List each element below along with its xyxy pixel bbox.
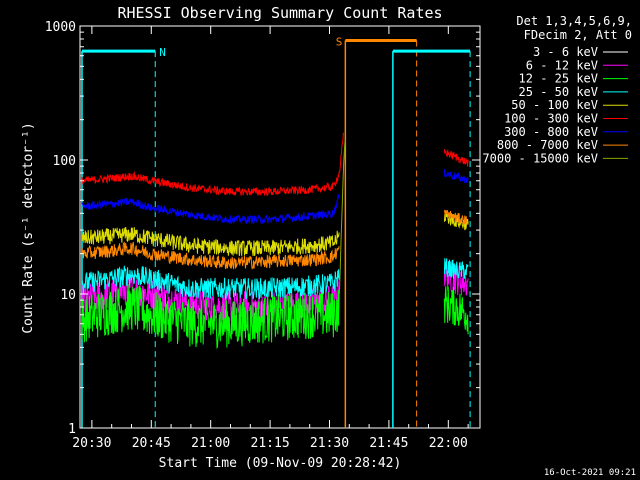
- series-trace: [443, 258, 469, 279]
- x-tick-label: 20:30: [72, 436, 111, 451]
- series-trace: [81, 132, 344, 197]
- series-800-7000keV: [81, 209, 469, 270]
- x-tick-label: 20:45: [132, 436, 171, 451]
- series-7000-15000keV: [338, 139, 346, 295]
- flag-label: S: [336, 35, 343, 48]
- series-trace: [81, 193, 340, 225]
- legend-label: 12 - 25 keV: [519, 72, 598, 86]
- legend-label: 100 - 300 keV: [504, 112, 598, 126]
- y-tick-label: 100: [53, 154, 76, 169]
- x-tick-label: 21:45: [369, 436, 408, 451]
- series-trace: [443, 149, 469, 167]
- legend-label: 800 - 7000 keV: [497, 138, 598, 152]
- series-trace: [81, 265, 340, 301]
- series-trace: [81, 226, 340, 257]
- axis-ticks: 20:30 20:45 21:00 21:15 21:30 21:45 22:00 1 10 10…: [45, 20, 480, 451]
- x-tick-label: 22:00: [429, 436, 468, 451]
- x-tick-label: 21:00: [191, 436, 230, 451]
- series-trace: [81, 241, 340, 270]
- y-tick-label: 10: [60, 288, 76, 303]
- series-100-300keV: [81, 132, 469, 197]
- chart-title: RHESSI Observing Summary Count Rates: [117, 4, 442, 22]
- y-axis-label: Count Rate (s⁻¹ detector⁻¹): [21, 122, 36, 333]
- x-axis-label: Start Time (09-Nov-09 20:28:42): [159, 456, 402, 471]
- series-trace: [338, 139, 346, 295]
- plot-frame: [79, 25, 481, 429]
- series-trace: [81, 284, 340, 350]
- legend-label: 300 - 800 keV: [504, 125, 598, 139]
- timestamp: 16-Oct-2021 09:21: [544, 468, 636, 478]
- legend-label: 50 - 100 keV: [511, 98, 598, 112]
- series-layer: [81, 132, 469, 351]
- legend-label: 3 - 6 keV: [533, 45, 598, 59]
- legend-label: 7000 - 15000 keV: [482, 151, 598, 165]
- series-50-100keV: [81, 212, 469, 257]
- series-300-800keV: [81, 168, 469, 225]
- series-trace: [443, 209, 469, 226]
- legend-header-line-2: FDecim 2, Att 0: [524, 28, 632, 42]
- series-trace: [443, 286, 469, 335]
- flag-label: N: [159, 46, 166, 59]
- series-25-50keV: [81, 258, 469, 301]
- y-tick-label: 1000: [45, 20, 76, 35]
- y-tick-label: 1: [68, 422, 76, 437]
- legend-label: 25 - 50 keV: [519, 85, 598, 99]
- x-tick-label: 21:15: [251, 436, 290, 451]
- series-12-25keV: [81, 284, 469, 350]
- orbit-flags: NS: [81, 35, 471, 428]
- x-tick-label: 21:30: [310, 436, 349, 451]
- legend-label: 6 - 12 keV: [526, 58, 598, 72]
- series-trace: [443, 168, 469, 184]
- legend-header-line-1: Det 1,3,4,5,6,9,: [516, 14, 632, 28]
